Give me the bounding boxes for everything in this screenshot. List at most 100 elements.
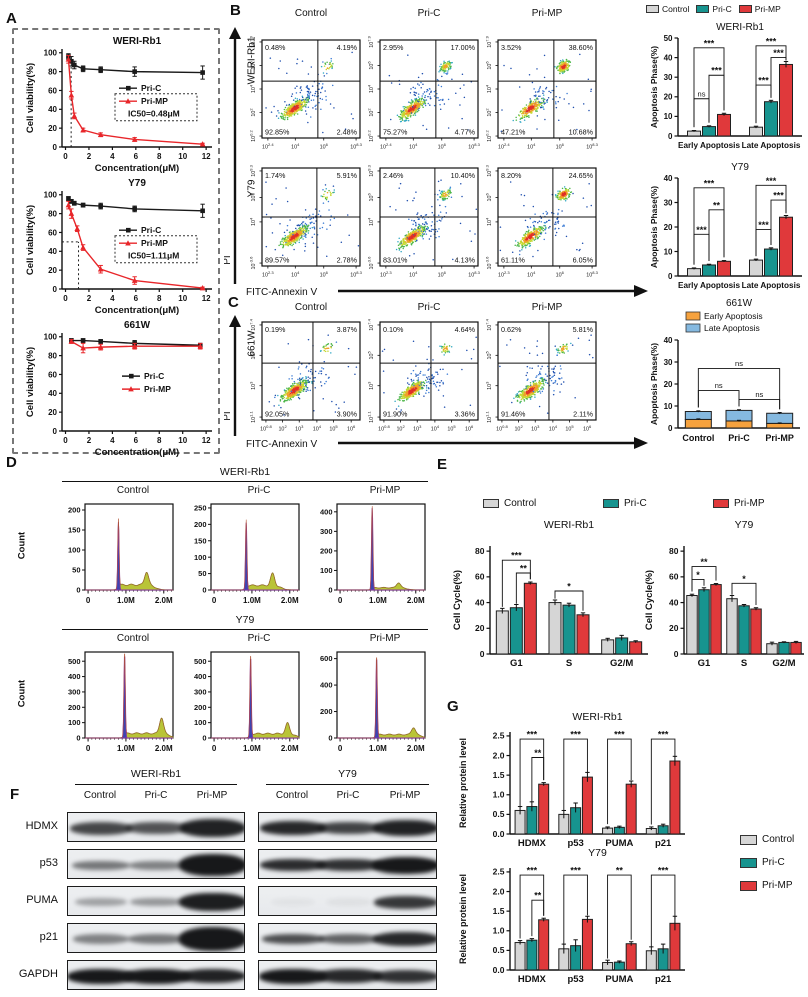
sig-bracket <box>693 187 725 265</box>
marker-square <box>200 70 205 75</box>
y-axis-label: Apoptosis Phase(%) <box>649 186 659 268</box>
blot-band <box>73 934 129 944</box>
hist-group-rule <box>62 629 428 630</box>
legend-label: Pri-MP <box>762 880 793 891</box>
log-tick-label: 103 <box>531 424 540 432</box>
blot-band <box>179 969 244 983</box>
legend-label: Pri-C <box>712 4 732 14</box>
y-tick: 150 <box>68 526 81 535</box>
chart-title: Y79 <box>731 162 749 173</box>
sig-label: *** <box>570 866 581 876</box>
total-curve <box>337 657 425 739</box>
log-tick-label: 106 <box>465 424 474 432</box>
sig-label: *** <box>766 36 777 46</box>
quadrant-ur-pct: 4.64% <box>455 325 476 334</box>
log-tick-label: 106 <box>438 142 447 150</box>
x-tick: 1.0M <box>117 744 135 753</box>
cell-cycle-histogram-WERI-Rb1-Control: 0 50 100 150 200 0 1.0M 2.0M <box>68 503 174 605</box>
blot-band <box>129 860 185 870</box>
bar-Pri-MP-p53 <box>581 776 593 835</box>
bar-Pri-MP-PUMA <box>625 943 637 971</box>
flow-row-label-661W: 661W <box>246 330 258 357</box>
blot-band <box>179 927 244 951</box>
quadrant-lr-pct: 6.05% <box>573 256 594 265</box>
fitc-axis-arrow: FITC-Annexin V <box>246 437 648 450</box>
blot-band <box>316 859 382 871</box>
bar-early-Pri-MP <box>766 422 794 429</box>
blot-protein-label: GAPDH <box>18 968 58 980</box>
text: 30 <box>664 358 673 367</box>
legend-item-Pri-C: Pri-C <box>696 4 732 14</box>
y-tick: 400 <box>194 672 207 681</box>
x-axis-label: Concentration(μM) <box>95 163 179 174</box>
sig-bracket <box>755 184 787 257</box>
blot-lane-label: Pri-C <box>336 790 360 801</box>
bar-Control-Early Apoptosis <box>687 130 701 137</box>
y-tick: 100 <box>68 546 81 555</box>
y-tick: 100 <box>44 49 58 58</box>
blot-band <box>315 969 383 983</box>
marker-triangle <box>131 136 138 142</box>
log-tick-label: 104 <box>291 142 300 150</box>
g1-peak <box>211 522 299 591</box>
quadrant-ll-pct: 91.46% <box>501 410 526 419</box>
log-tick-label: 106 <box>438 270 447 278</box>
sig-bracket <box>554 590 584 611</box>
sig-label: *** <box>658 866 669 876</box>
text: 10 <box>664 402 673 411</box>
sig-bracket <box>519 738 545 807</box>
total-curve <box>337 506 425 591</box>
bar-Pri-MP-p53 <box>581 918 593 971</box>
bar-late-Control <box>684 411 712 420</box>
bar-Pri-MP-Late Apoptosis <box>779 216 793 277</box>
y-tick: 600 <box>320 654 333 663</box>
sig-label: *** <box>766 176 777 186</box>
legend-item-Control: Control <box>483 498 536 509</box>
log-tick-label: 104 <box>367 217 375 226</box>
y-axis-label: Cell viability(%) <box>25 347 36 417</box>
flow-plot-661W-Pri-C: 0.10% 4.64% 91.90% 3.36% 100.8 102 103 104 105 10… <box>367 318 479 433</box>
sig-bracket <box>738 398 781 410</box>
marker-square <box>66 196 71 201</box>
quadrant-ll-pct: 75.27% <box>383 128 408 137</box>
y-tick: 0 <box>668 272 673 281</box>
category-label: p21 <box>655 974 672 985</box>
blot-group-title: WERI-Rb1 <box>130 768 182 780</box>
category-label: PUMA <box>605 974 633 985</box>
bar-chart-Y79: Y79 0 10 20 30 40 Apoptosis Phase(%) Early Apop… <box>649 162 802 290</box>
blot-band <box>270 898 316 906</box>
blot-band <box>373 895 436 909</box>
marker-square <box>132 206 137 212</box>
log-tick-label: 102 <box>485 108 493 117</box>
y-tick: 0 <box>480 649 485 659</box>
log-tick-label: 102 <box>396 424 405 432</box>
log-tick-label: 102.4 <box>380 142 392 150</box>
y-tick: 0 <box>76 734 80 743</box>
log-tick-label: 102.4 <box>498 142 510 150</box>
sig-label: ** <box>520 564 528 574</box>
pi-axis-arrow: PI <box>224 315 241 436</box>
legend-label-Pri-MP: Pri-MP <box>141 96 168 106</box>
ic50-box <box>114 93 198 122</box>
x-tick: 2 <box>87 294 92 303</box>
x-tick: 0 <box>63 294 68 303</box>
chart-title: WERI-Rb1 <box>544 519 594 531</box>
g1-peak <box>337 659 425 739</box>
log-tick-label: 106 <box>485 193 493 202</box>
bar-Control-Late Apoptosis <box>749 126 763 137</box>
log-tick-label: 102.4 <box>262 142 274 150</box>
sig-bracket <box>697 390 740 408</box>
blot-band <box>179 819 244 837</box>
y-tick: 20 <box>669 623 679 633</box>
x-tick: 2.0M <box>155 744 173 753</box>
y-tick: 500 <box>194 657 207 666</box>
x-tick: 2.0M <box>155 596 173 605</box>
flow-plot-WERI-Rb1-Pri-MP: 3.52% 38.60% 47.21% 10.68% 102.4 104 106 108.3 1… <box>485 35 599 150</box>
debris-hump <box>211 572 299 591</box>
blot-protein-label: PUMA <box>26 894 58 906</box>
viability-chart-661W: 661W 0 20 40 60 80 100 0 2 4 6 8 10 12 Concentration(μ… <box>25 320 212 458</box>
log-tick-label: 100.8 <box>260 424 272 432</box>
bar-Pri-MP-p21 <box>669 760 681 835</box>
log-tick-label: 104 <box>485 217 493 226</box>
bar-Pri-MP-G1 <box>523 582 537 655</box>
